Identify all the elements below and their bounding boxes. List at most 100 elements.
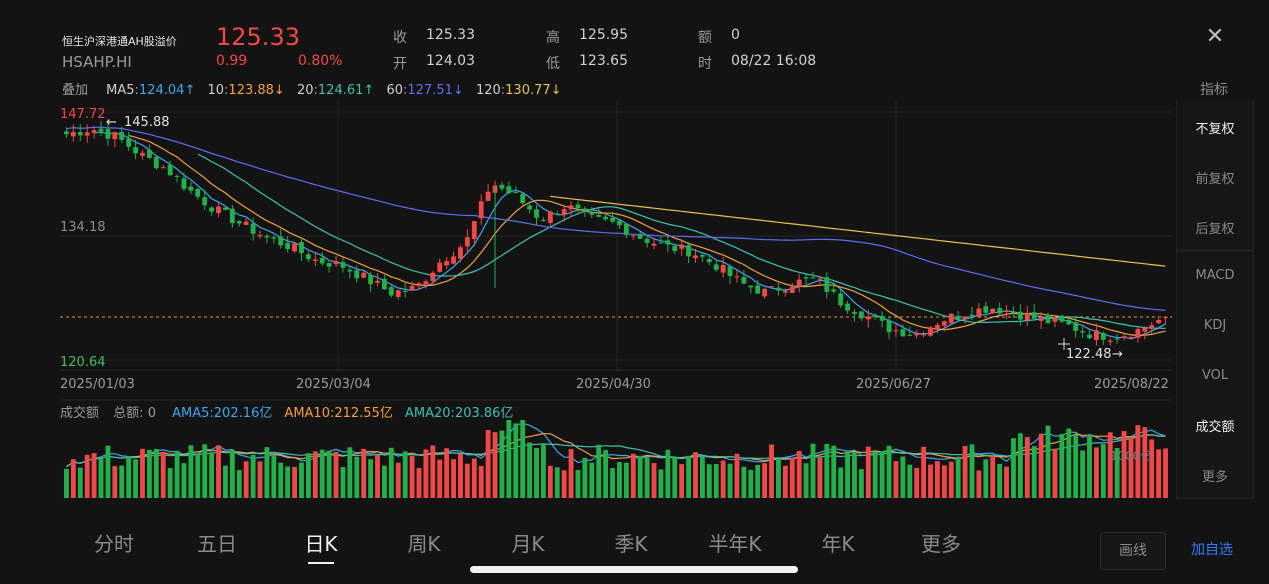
- volume-total-value: 0: [147, 406, 156, 421]
- low-value: 123.65: [579, 53, 628, 69]
- tab-daily-k[interactable]: 日K: [304, 532, 338, 556]
- candle-body: [319, 257, 325, 264]
- ama20-label: AMA20: [405, 406, 451, 421]
- volume-bar: [1073, 434, 1079, 498]
- panel-item-macd[interactable]: MACD: [1195, 268, 1235, 283]
- volume-bar: [651, 463, 657, 498]
- volume-bar: [893, 461, 899, 498]
- candles: [64, 121, 1168, 346]
- indicator-panel: 不复权 前复权 后复权 MACD KDJ VOL 成交额 更多: [1176, 100, 1254, 499]
- volume-bar: [174, 450, 180, 498]
- candle-body: [1093, 330, 1099, 341]
- volume-bar: [527, 442, 533, 498]
- panel-item-kdj[interactable]: KDJ: [1203, 318, 1227, 333]
- candle-body: [1059, 315, 1065, 322]
- tab-weekly-k[interactable]: 周K: [407, 532, 441, 556]
- candle-body: [278, 236, 284, 246]
- candle-body: [734, 276, 740, 278]
- volume-bar: [755, 464, 761, 498]
- candle-body: [195, 188, 201, 197]
- volume-bar: [693, 452, 698, 498]
- date-label: 2025/03/04: [296, 377, 371, 392]
- volume-bar: [98, 458, 104, 498]
- candle-body: [935, 324, 940, 330]
- candle-body: [907, 334, 913, 336]
- volume-bar: [617, 462, 622, 498]
- volume-bar: [962, 445, 968, 498]
- active-tab-indicator: [308, 562, 334, 564]
- tab-more[interactable]: 更多: [921, 532, 961, 556]
- volume-bar: [568, 449, 574, 498]
- panel-item-no-adjust[interactable]: 不复权: [1195, 122, 1235, 137]
- volume-bar: [672, 457, 678, 498]
- candle-body: [679, 244, 685, 249]
- volume-bar: [679, 464, 685, 498]
- candle-body: [464, 237, 470, 247]
- volume-bar: [506, 420, 512, 498]
- candle-body: [596, 215, 602, 217]
- volume-bar: [554, 467, 560, 498]
- volume-bar: [824, 443, 830, 498]
- candle-body: [1031, 312, 1037, 319]
- candle-body: [575, 204, 581, 209]
- volume-bar: [409, 456, 415, 498]
- indicator-title[interactable]: 指标: [1200, 82, 1228, 98]
- candle-body: [610, 217, 615, 222]
- panel-item-backward-adjust[interactable]: 后复权: [1195, 222, 1235, 237]
- panel-item-more[interactable]: 更多: [1201, 470, 1228, 485]
- volume-bar: [540, 444, 546, 498]
- volume-bar: [1100, 444, 1106, 498]
- volume-bar: [748, 469, 754, 498]
- candle-body: [1087, 334, 1092, 339]
- candle-body: [941, 321, 947, 326]
- min-marker-arrow: →: [1112, 347, 1123, 362]
- volume-bar: [976, 470, 982, 498]
- candle-body: [582, 208, 588, 211]
- draw-line-button[interactable]: 画线: [1100, 532, 1166, 570]
- candle-body: [803, 277, 809, 279]
- date-label: 2025/08/22: [1094, 377, 1169, 392]
- candle-body: [1080, 331, 1086, 333]
- tab-monthly-k[interactable]: 月K: [511, 532, 545, 556]
- volume-bar: [292, 466, 297, 498]
- volume-bar: [84, 454, 90, 498]
- volume-bar: [347, 447, 353, 498]
- panel-item-vol[interactable]: VOL: [1201, 368, 1229, 383]
- volume-bar: [195, 453, 201, 498]
- volume-bar: [997, 463, 1003, 498]
- candle-body: [153, 156, 159, 169]
- home-indicator[interactable]: [470, 566, 798, 573]
- candle-body: [1121, 336, 1127, 339]
- ama5-line: [66, 422, 1166, 468]
- candle-body: [375, 280, 380, 283]
- candle-body: [983, 306, 989, 313]
- volume-bar: [388, 447, 394, 498]
- ma60-arrow: ↓: [452, 83, 464, 98]
- overlay-label[interactable]: 叠加: [62, 83, 89, 98]
- candle-body: [312, 259, 318, 262]
- ma60-line: [66, 126, 1166, 311]
- volume-bar: [146, 449, 152, 498]
- candle-body: [948, 313, 954, 324]
- tab-intraday[interactable]: 分时: [94, 532, 134, 556]
- tab-five-day[interactable]: 五日: [197, 532, 237, 556]
- panel-item-forward-adjust[interactable]: 前复权: [1195, 172, 1235, 187]
- candle-body: [430, 272, 436, 281]
- add-watchlist-button[interactable]: 加自选: [1191, 542, 1233, 558]
- candle-body: [458, 247, 463, 259]
- date-label: 2025/01/03: [60, 377, 135, 392]
- volume-bar: [1045, 425, 1051, 498]
- candle-body: [112, 132, 118, 140]
- volume-bar: [1135, 425, 1141, 498]
- tab-quarterly-k[interactable]: 季K: [614, 532, 648, 556]
- candle-body: [872, 315, 878, 318]
- ma120-value: 130.77: [505, 83, 551, 98]
- volume-bar: [644, 457, 650, 498]
- volume-bar: [838, 467, 844, 498]
- tab-yearly-k[interactable]: 年K: [821, 532, 855, 556]
- close-icon[interactable]: ✕: [1205, 24, 1225, 49]
- tab-half-year-k[interactable]: 半年K: [708, 532, 762, 556]
- panel-item-turnover[interactable]: 成交额: [1195, 420, 1235, 435]
- ma20-arrow: ↑: [363, 83, 375, 98]
